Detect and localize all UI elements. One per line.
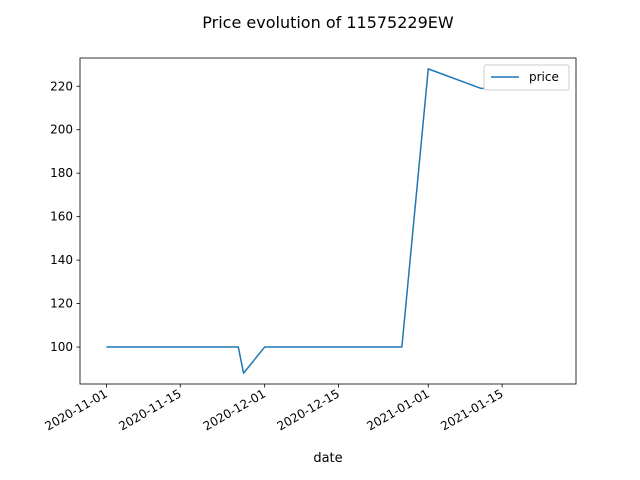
plot-area [80, 58, 576, 384]
chart-title: Price evolution of 11575229EW [202, 13, 454, 32]
y-tick-label: 180 [50, 166, 73, 180]
legend-label-price: price [529, 70, 559, 84]
series-line-price [106, 68, 555, 374]
x-axis-label: date [313, 451, 342, 466]
y-tick-label: 220 [50, 79, 73, 93]
y-tick-label: 120 [50, 297, 73, 311]
x-tick-label: 2020-12-15 [275, 386, 342, 433]
x-tick-label: 2021-01-15 [438, 386, 505, 433]
plot-frame [79, 57, 577, 385]
y-tick-label: 140 [50, 253, 73, 267]
x-tick-label: 2020-12-01 [201, 386, 268, 433]
y-tick-label: 200 [50, 123, 73, 137]
x-tick-label: 2020-11-01 [42, 386, 109, 433]
x-tick-label: 2020-11-15 [116, 386, 183, 433]
legend: price [483, 64, 570, 91]
y-tick-label: 160 [50, 210, 73, 224]
legend-box [483, 64, 570, 91]
x-tick-label: 2021-01-01 [364, 386, 431, 433]
axes-layer [79, 57, 577, 385]
y-tick-label: 100 [50, 340, 73, 354]
